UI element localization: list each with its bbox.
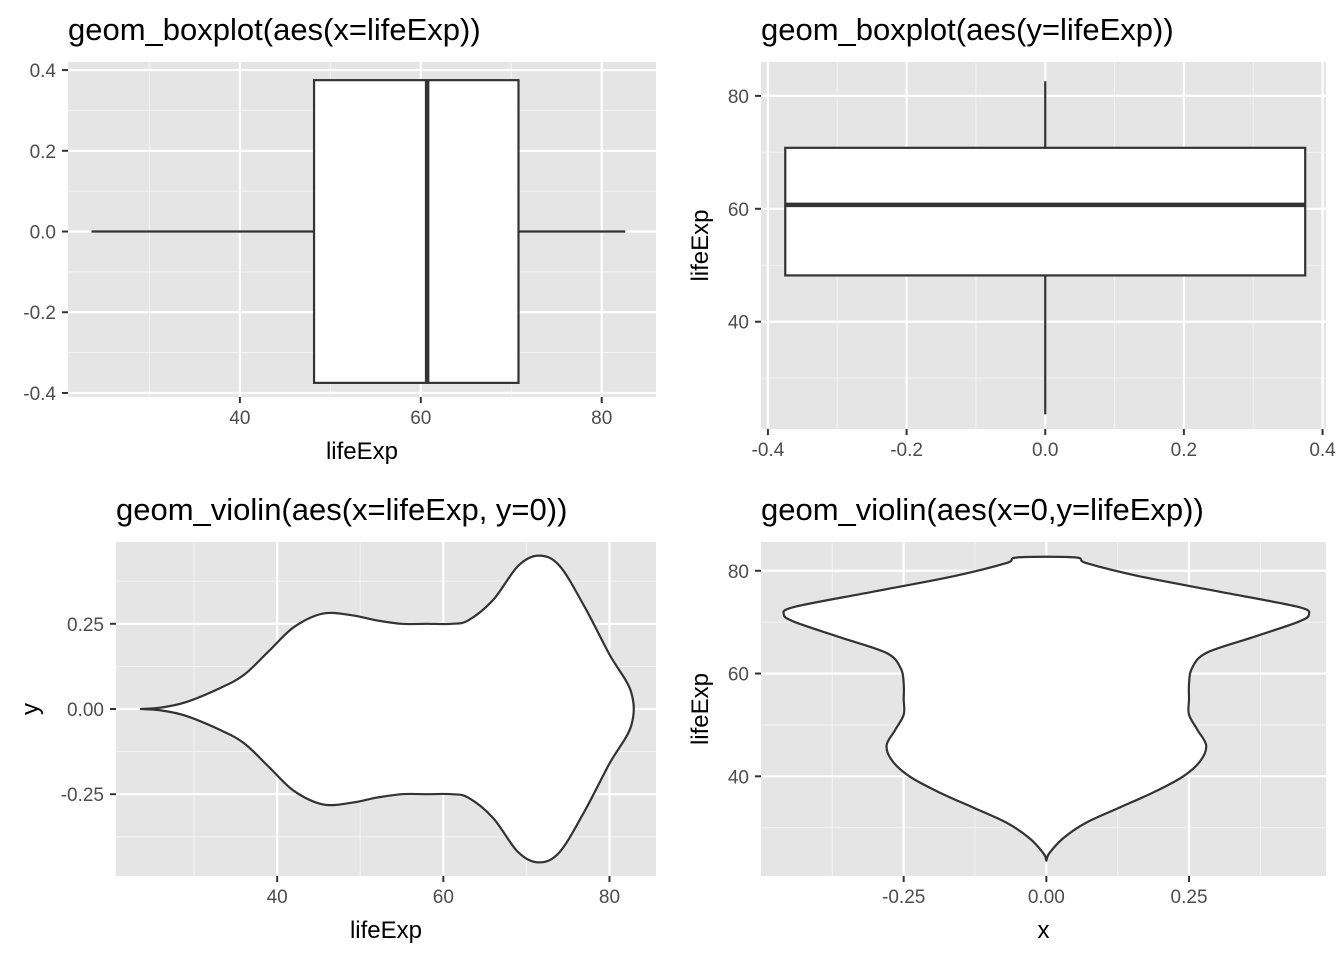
x-tick-label: -0.2: [890, 440, 923, 461]
y-tick-label: 60: [728, 665, 749, 686]
x-tick-label: 0.4: [1309, 440, 1336, 461]
y-tick-label: 0.4: [30, 61, 57, 82]
x-tick-label: -0.4: [752, 440, 785, 461]
y-tick-label: -0.2: [23, 303, 56, 324]
y-axis-title: lifeExp: [687, 209, 714, 281]
y-tick-label: 0.2: [30, 142, 56, 163]
y-tick-label: -0.4: [23, 384, 56, 405]
chart-title: geom_violin(aes(x=0,y=lifeExp)): [761, 492, 1204, 527]
y-tick-label: 80: [728, 562, 749, 583]
y-tick-label: 80: [728, 87, 749, 108]
chart-panel-3: 40 60 80 -0.25 0.00 0.25 geom_violin(aes(x=lif…: [17, 492, 656, 944]
box: [312, 79, 520, 384]
y-tick-label: 0.0: [30, 223, 56, 244]
x-axis-title: x: [1038, 917, 1050, 944]
y-tick-label: 0.25: [67, 615, 104, 636]
x-tick-label: -0.25: [882, 887, 925, 908]
x-tick-label: 0.25: [1171, 887, 1208, 908]
chart-panel-1: 40 60 80 -0.4 -0.2 0.0 0.2 0.4 geom_boxplot(aes(…: [23, 12, 656, 465]
x-axis-title: lifeExp: [326, 438, 398, 465]
y-tick-label: 0.00: [67, 700, 104, 721]
y-tick-label: 40: [728, 767, 749, 788]
x-tick-label: 80: [599, 887, 620, 908]
chart-title: geom_boxplot(aes(y=lifeExp)): [761, 12, 1174, 47]
violin-shape: [139, 554, 635, 864]
x-tick-label: 40: [267, 887, 288, 908]
y-axis-title: lifeExp: [687, 673, 714, 745]
violin-shape: [782, 555, 1311, 862]
chart-title: geom_violin(aes(x=lifeExp, y=0)): [116, 492, 567, 527]
y-tick-label: -0.25: [61, 785, 104, 806]
x-tick-label: 40: [229, 408, 250, 429]
x-tick-label: 0.0: [1032, 440, 1058, 461]
x-tick-label: 80: [591, 408, 612, 429]
x-tick-label: 60: [410, 408, 431, 429]
x-tick-label: 0.2: [1171, 440, 1197, 461]
x-tick-label: 60: [433, 887, 454, 908]
chart-title: geom_boxplot(aes(x=lifeExp)): [68, 12, 481, 47]
x-axis-title: lifeExp: [350, 917, 422, 944]
chart-panel-2: -0.4 -0.2 0.0 0.2 0.4 40 60 80 geom_boxplot(aes(…: [687, 12, 1336, 461]
y-tick-label: 40: [728, 313, 749, 334]
x-tick-label: 0.00: [1028, 887, 1065, 908]
box: [784, 146, 1307, 277]
y-tick-label: 60: [728, 200, 749, 221]
y-axis-title: y: [17, 703, 44, 715]
chart-panel-4: -0.25 0.00 0.25 40 60 80 geom_violin(aes(x=0,y…: [687, 492, 1326, 944]
